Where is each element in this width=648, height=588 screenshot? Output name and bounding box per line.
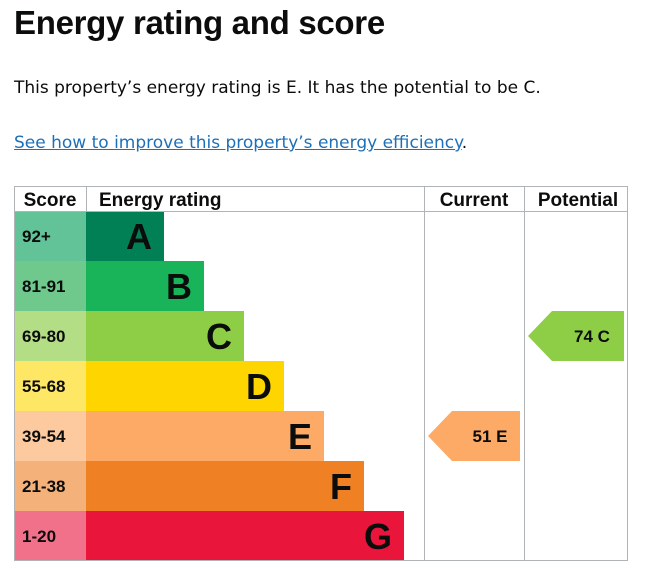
improve-link-line: See how to improve this property’s energ… xyxy=(14,133,467,153)
current-rating-label: 51 E xyxy=(473,427,508,446)
rating-letter-g: G xyxy=(364,516,392,557)
link-suffix: . xyxy=(461,133,468,153)
score-range-b: 81-91 xyxy=(22,277,65,296)
current-rating-arrow xyxy=(428,411,520,461)
rating-bar-c xyxy=(86,311,244,361)
improve-efficiency-link[interactable]: See how to improve this property’s energ… xyxy=(14,133,462,153)
rating-letter-c: C xyxy=(206,316,232,357)
score-range-d: 55-68 xyxy=(22,377,65,396)
rating-letter-b: B xyxy=(166,266,192,307)
rating-bar-f xyxy=(86,461,364,511)
score-cell-b xyxy=(14,261,86,311)
rating-bands: 92+ A 81-91 B 69-80 C 55-68 D 39-54 E 21-38 F 1-20 G xyxy=(14,211,404,561)
score-cell-a xyxy=(14,211,86,261)
rating-letter-a: A xyxy=(126,216,152,257)
rating-summary: This property’s energy rating is E. It h… xyxy=(14,78,541,98)
score-cell-g xyxy=(14,511,86,561)
header-potential: Potential xyxy=(538,190,618,211)
score-range-e: 39-54 xyxy=(22,427,66,446)
header-current: Current xyxy=(440,190,509,211)
score-range-c: 69-80 xyxy=(22,327,65,346)
rating-letter-f: F xyxy=(330,466,352,507)
score-cell-e xyxy=(14,411,86,461)
potential-rating-label: 74 C xyxy=(574,327,610,346)
score-range-a: 92+ xyxy=(22,227,51,246)
rating-arrows: 74 C 51 E xyxy=(428,311,624,461)
chart-header: Score Energy rating Current Potential xyxy=(24,190,619,211)
rating-bar-g xyxy=(86,511,404,561)
chart-grid xyxy=(14,186,628,561)
score-cell-d xyxy=(14,361,86,411)
page-title: Energy rating and score xyxy=(14,4,385,41)
rating-bar-e xyxy=(86,411,324,461)
rating-letter-e: E xyxy=(288,416,312,457)
header-energy-rating: Energy rating xyxy=(99,190,221,211)
score-cell-c xyxy=(14,311,86,361)
potential-rating-arrow xyxy=(528,311,624,361)
chart-border xyxy=(14,186,628,561)
score-range-f: 21-38 xyxy=(22,477,65,496)
rating-letter-d: D xyxy=(246,366,272,407)
score-range-g: 1-20 xyxy=(22,527,56,546)
rating-bar-b xyxy=(86,261,204,311)
rating-bar-a xyxy=(86,211,164,261)
score-cell-f xyxy=(14,461,86,511)
header-score: Score xyxy=(24,190,77,211)
rating-bar-d xyxy=(86,361,284,411)
